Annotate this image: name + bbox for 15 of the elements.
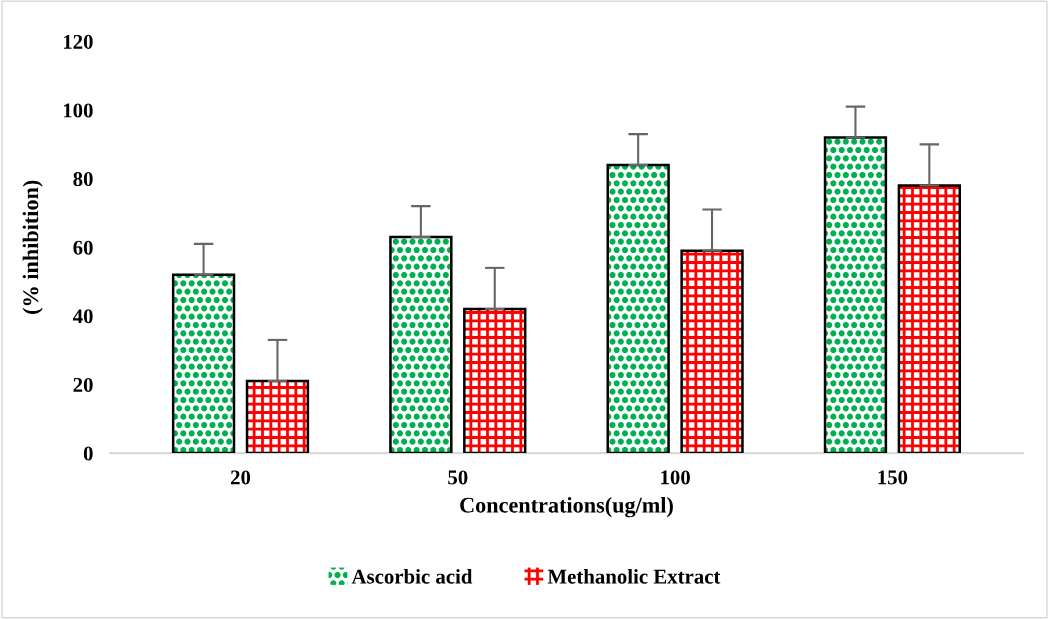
- y-tick-label: 0: [83, 446, 93, 461]
- legend-label: Methanolic Extract: [547, 568, 721, 584]
- x-tick-label: 50: [448, 470, 468, 485]
- x-tick-label: 100: [661, 470, 690, 485]
- y-tick-label: 100: [63, 103, 93, 118]
- y-tick-label: 120: [63, 34, 93, 49]
- legend-label: Ascorbic acid: [351, 568, 473, 584]
- y-tick-label: 40: [72, 309, 93, 324]
- y-tick-label: 20: [73, 377, 93, 392]
- x-tick-label: 150: [878, 470, 908, 485]
- y-axis-title: (% inhibition): [22, 180, 43, 314]
- x-tick-label: 20: [230, 470, 251, 485]
- x-axis-title: Concentrations(ug/ml): [460, 497, 673, 518]
- y-tick-label: 60: [73, 240, 93, 255]
- y-tick-label: 80: [73, 172, 93, 187]
